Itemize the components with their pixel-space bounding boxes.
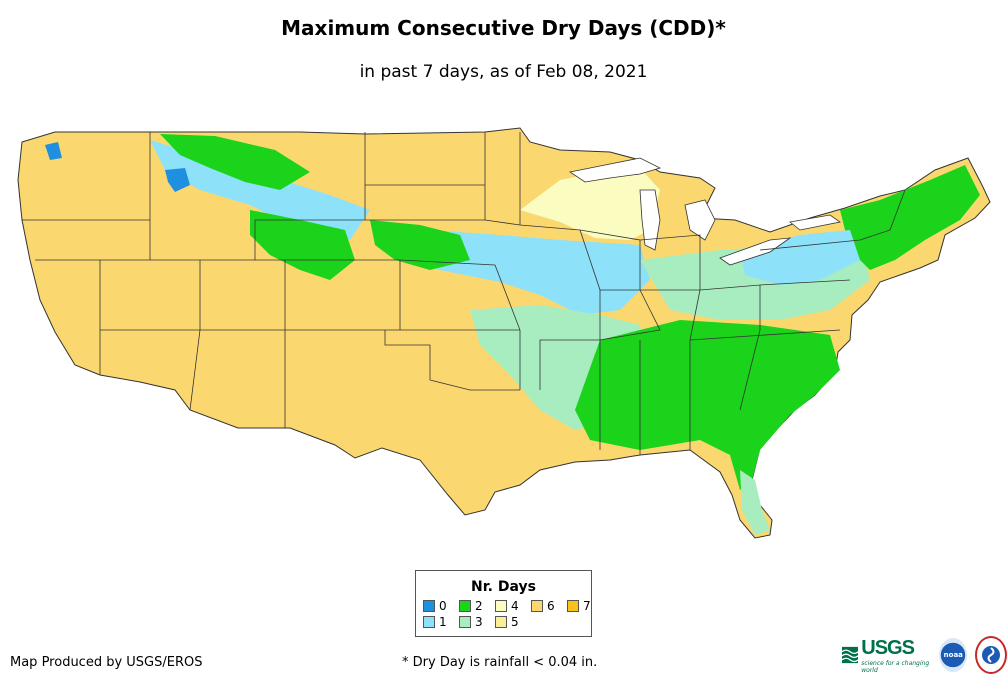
map-subtitle: in past 7 days, as of Feb 08, 2021 <box>359 62 648 82</box>
region-2-days-southeast <box>575 320 840 490</box>
usgs-wordmark: USGS <box>861 636 915 659</box>
legend-item-3: 3 <box>459 615 483 629</box>
legend-label-2: 2 <box>475 599 483 613</box>
legend-item-6: 6 <box>531 599 555 613</box>
legend-label-7: 7 <box>583 599 591 613</box>
legend-swatch-4 <box>495 600 507 612</box>
legend-label-5: 5 <box>511 615 519 629</box>
legend-item-2: 2 <box>459 599 483 613</box>
legend-item-7: 7 <box>567 599 591 613</box>
legend-item-0: 0 <box>423 599 447 613</box>
map-title: Maximum Consecutive Dry Days (CDD)* <box>281 16 726 40</box>
legend-swatch-7 <box>567 600 579 612</box>
state-borders <box>22 132 906 455</box>
legend-item-1: 1 <box>423 615 447 629</box>
legend-label-0: 0 <box>439 599 447 613</box>
nws-storm-icon <box>982 646 1001 664</box>
lake-michigan <box>639 189 661 251</box>
legend-label-3: 3 <box>475 615 483 629</box>
legend-swatch-3 <box>459 616 471 628</box>
legend-label-1: 1 <box>439 615 447 629</box>
region-2-days-northeast <box>840 165 980 270</box>
legend: Nr. Days 0 1 2 3 4 5 6 <box>415 570 592 637</box>
region-4-days <box>520 168 660 240</box>
region-2-days-northwest <box>160 134 310 190</box>
us-dry-days-map <box>17 127 991 539</box>
region-2-days-wyoming <box>250 210 355 280</box>
legend-item-4: 4 <box>495 599 519 613</box>
noaa-label: noaa <box>943 651 963 659</box>
legend-items: 0 1 2 3 4 5 6 7 <box>416 595 591 629</box>
lake-superior <box>568 157 662 183</box>
dry-day-footnote: * Dry Day is rainfall < 0.04 in. <box>402 655 598 670</box>
region-0-days-washington <box>45 142 62 160</box>
nws-logo-icon <box>975 636 1007 674</box>
legend-swatch-0 <box>423 600 435 612</box>
lake-huron <box>684 199 716 241</box>
region-2-days-nebraska <box>370 220 470 270</box>
region-0-days-idaho <box>165 168 190 192</box>
usgs-tagline: science for a changing world <box>861 659 930 674</box>
legend-item-5: 5 <box>495 615 519 629</box>
legend-label-6: 6 <box>547 599 555 613</box>
legend-swatch-6 <box>531 600 543 612</box>
lake-ontario <box>789 214 841 231</box>
map-credit: Map Produced by USGS/EROS <box>10 655 203 670</box>
legend-swatch-5 <box>495 616 507 628</box>
lake-erie <box>719 237 792 266</box>
legend-title: Nr. Days <box>471 579 536 595</box>
legend-label-4: 4 <box>511 599 519 613</box>
usgs-wave-icon <box>842 646 859 664</box>
legend-swatch-2 <box>459 600 471 612</box>
usgs-logo: USGS science for a changing world <box>842 637 931 674</box>
noaa-logo-icon: noaa <box>939 638 968 672</box>
legend-swatch-1 <box>423 616 435 628</box>
region-3-days-florida <box>740 470 770 535</box>
agency-logos: USGS science for a changing world noaa <box>842 636 1007 674</box>
